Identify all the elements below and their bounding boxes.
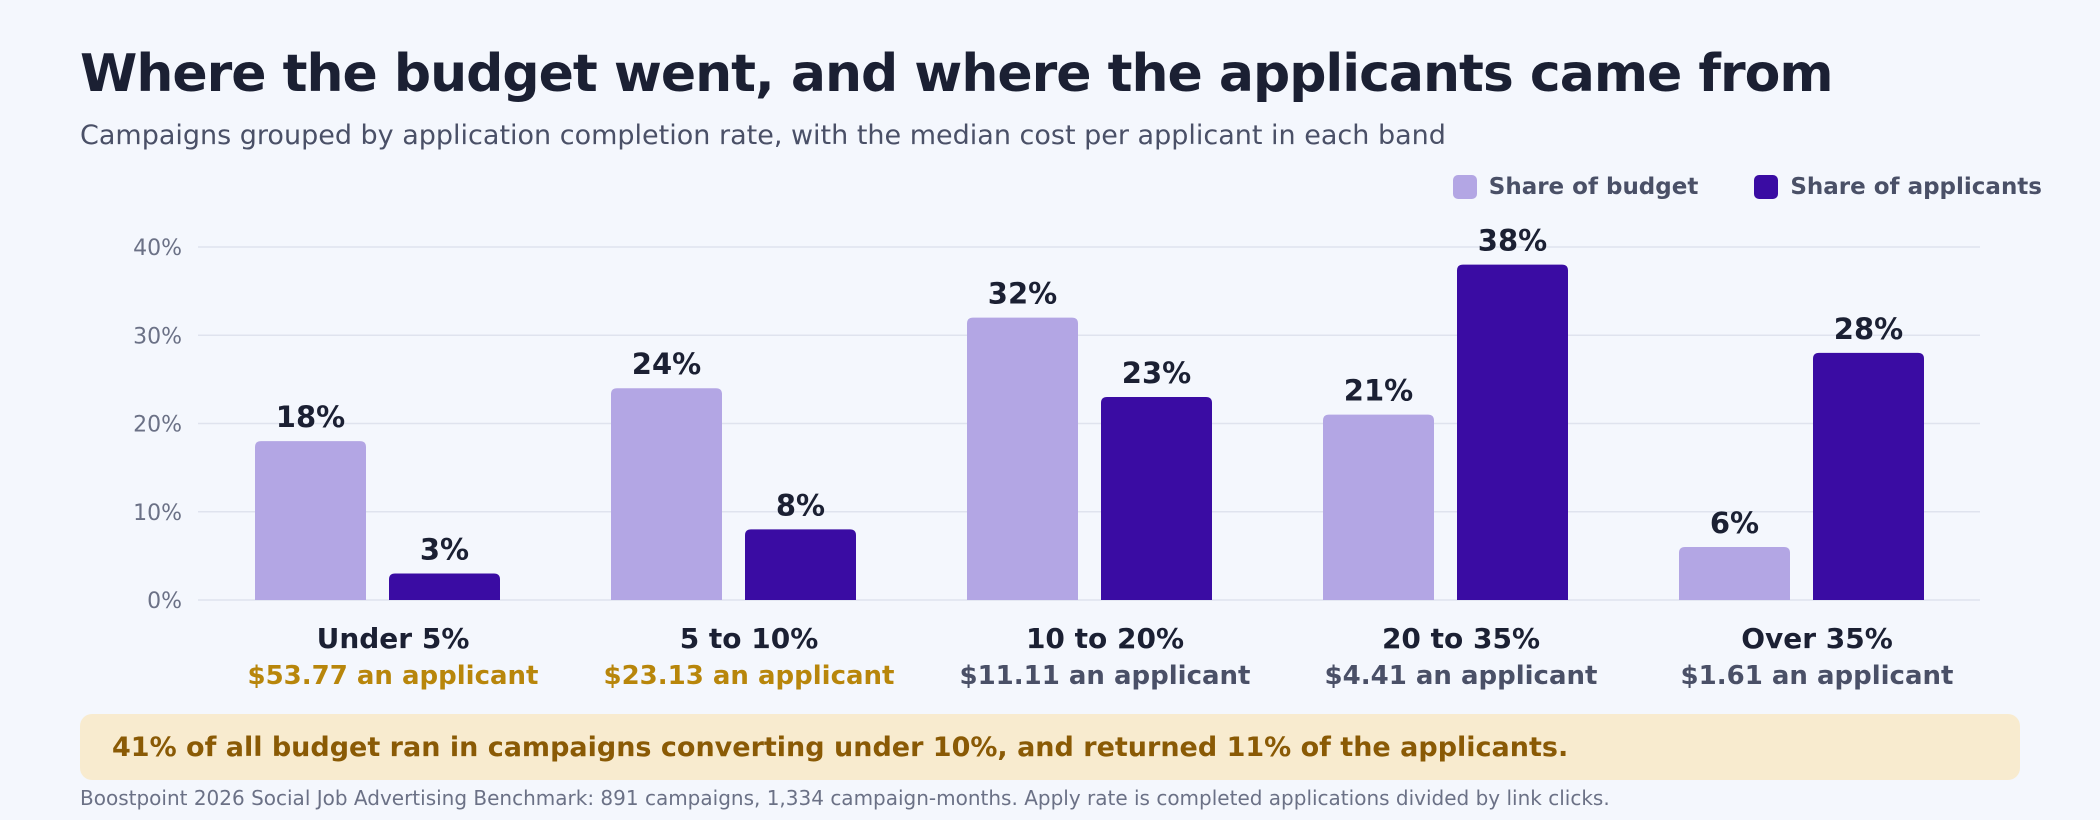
legend-swatch-budget [1452,175,1477,199]
bar [389,573,500,600]
x-category-label: 10 to 20% [1026,622,1184,655]
bar-value-label: 38% [1478,224,1547,258]
bar [967,317,1078,600]
y-tick-label: 30% [133,324,182,349]
bar-value-label: 32% [988,277,1057,311]
chart-subtitle: Campaigns grouped by application complet… [80,120,1446,151]
cost-per-applicant-label: $4.41 an applicant [1325,661,1598,691]
bar [1101,397,1212,600]
chart-title: Where the budget went, and where the app… [80,44,1834,104]
bar-value-label: 23% [1122,356,1191,390]
bar-value-label: 28% [1834,312,1903,346]
legend-item-applicants: Share of applicants [1754,174,2042,200]
bar [1323,414,1434,600]
callout-text: 41% of all budget ran in campaigns conve… [112,731,1569,763]
x-category-label: Over 35% [1741,622,1893,655]
y-tick-label: 40% [133,236,182,261]
bar-chart: 0% 10% 20% 30% 40% 18% 3% Under 5% $53.77 an app… [133,224,1980,691]
y-tick-label: 20% [133,413,182,438]
cost-per-applicant-label: $53.77 an applicant [248,661,539,691]
bar [745,529,856,600]
callout-box: 41% of all budget ran in campaigns conve… [80,714,2020,780]
cost-per-applicant-label: $23.13 an applicant [604,661,895,691]
x-category-label: 5 to 10% [680,622,819,655]
legend-item-budget: Share of budget [1452,174,1699,200]
bar-value-label: 6% [1710,506,1759,540]
bar-value-label: 18% [276,400,345,434]
x-category-label: 20 to 35% [1382,622,1540,655]
legend-swatch-applicants [1754,175,1779,199]
bar [255,441,366,600]
legend: Share of budget Share of applicants [1452,174,2042,200]
bar [1679,547,1790,600]
bar-value-label: 3% [420,533,469,567]
bar-value-label: 8% [776,488,825,522]
y-tick-label: 10% [133,501,182,526]
y-tick-label: 0% [147,589,182,614]
bar-value-label: 24% [632,347,701,381]
bar-value-label: 21% [1344,374,1413,408]
bar [1457,264,1568,600]
legend-label-applicants: Share of applicants [1790,174,2042,200]
x-category-label: Under 5% [317,622,470,655]
legend-label-budget: Share of budget [1488,174,1699,200]
bar [1813,352,1924,600]
cost-per-applicant-label: $11.11 an applicant [960,661,1251,691]
bar [611,388,722,600]
cost-per-applicant-label: $1.61 an applicant [1681,661,1954,691]
footnote: Boostpoint 2026 Social Job Advertising B… [80,786,1610,810]
